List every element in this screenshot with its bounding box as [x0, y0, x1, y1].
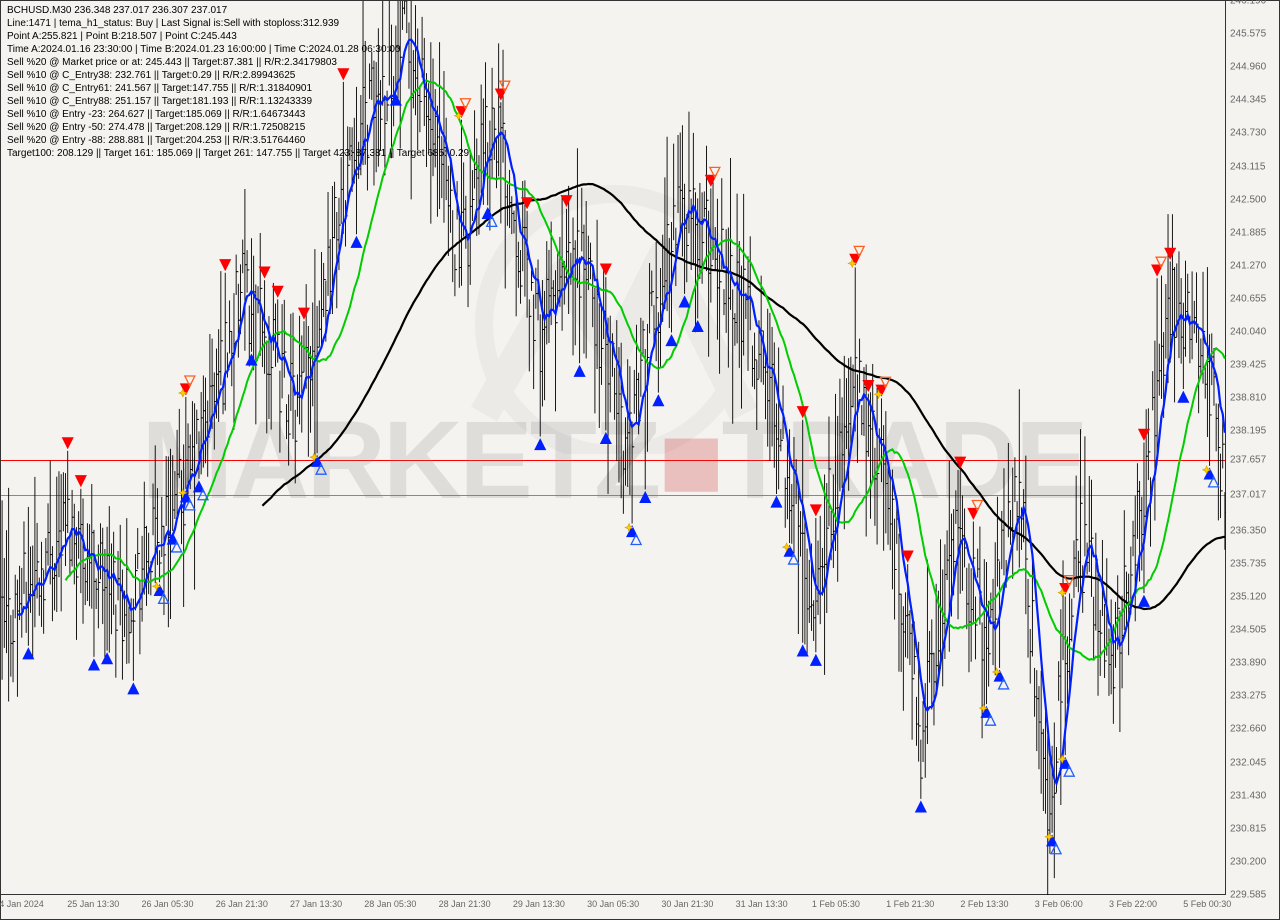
y-tick: 245.575: [1230, 29, 1266, 40]
y-tick: 246.190: [1230, 0, 1266, 7]
info-line-8: Sell %20 @ Entry -50: 274.478 || Target:…: [7, 122, 305, 133]
y-tick: 233.890: [1230, 658, 1266, 669]
y-tick: 238.810: [1230, 393, 1266, 404]
y-tick: 234.505: [1230, 625, 1266, 636]
symbol-header: BCHUSD.M30 236.348 237.017 236.307 237.0…: [7, 5, 227, 16]
y-tick: 238.195: [1230, 426, 1266, 437]
info-line-10: Target100: 208.129 || Target 161: 185.06…: [7, 148, 469, 159]
info-line-1: Point A:255.821 | Point B:218.507 | Poin…: [7, 31, 237, 42]
y-tick: 237.017: [1230, 489, 1266, 500]
info-line-4: Sell %10 @ C_Entry38: 232.761 || Target:…: [7, 70, 295, 81]
y-tick: 232.045: [1230, 757, 1266, 768]
x-tick: 3 Feb 06:00: [1035, 899, 1083, 909]
x-tick: 30 Jan 05:30: [587, 899, 639, 909]
x-tick: 29 Jan 13:30: [513, 899, 565, 909]
info-line-5: Sell %10 @ C_Entry61: 241.567 || Target:…: [7, 83, 312, 94]
y-tick: 242.500: [1230, 194, 1266, 205]
y-tick: 240.655: [1230, 294, 1266, 305]
x-tick: 26 Jan 05:30: [142, 899, 194, 909]
y-tick: 231.430: [1230, 790, 1266, 801]
x-tick: 5 Feb 00:30: [1183, 899, 1231, 909]
y-tick: 233.275: [1230, 691, 1266, 702]
x-axis: 24 Jan 2024 25 Jan 13:30 26 Jan 05:30 26 Ja…: [1, 894, 1226, 919]
x-tick: 3 Feb 22:00: [1109, 899, 1157, 909]
y-tick: 235.735: [1230, 558, 1266, 569]
info-line-0: Line:1471 | tema_h1_status: Buy | Last S…: [7, 18, 339, 29]
x-tick: 27 Jan 13:30: [290, 899, 342, 909]
chart-container: MARKETZ■TRADE BCHUSD.M30 236.348 237.017…: [0, 0, 1280, 920]
x-tick: 2 Feb 13:30: [960, 899, 1008, 909]
y-tick: 241.885: [1230, 227, 1266, 238]
x-tick: 1 Feb 05:30: [812, 899, 860, 909]
y-tick: 236.350: [1230, 525, 1266, 536]
y-tick: 240.040: [1230, 327, 1266, 338]
x-tick: 31 Jan 13:30: [736, 899, 788, 909]
x-tick: 30 Jan 21:30: [661, 899, 713, 909]
y-tick: 237.657: [1230, 455, 1266, 466]
y-tick: 244.345: [1230, 95, 1266, 106]
y-tick: 243.115: [1230, 161, 1265, 172]
info-line-3: Sell %20 @ Market price or at: 245.443 |…: [7, 57, 337, 68]
x-tick: 25 Jan 13:30: [67, 899, 119, 909]
y-tick: 230.815: [1230, 823, 1266, 834]
x-tick: 24 Jan 2024: [0, 899, 44, 909]
y-tick: 229.585: [1230, 890, 1266, 901]
plot-area[interactable]: MARKETZ■TRADE BCHUSD.M30 236.348 237.017…: [1, 1, 1226, 895]
y-tick: 232.660: [1230, 724, 1266, 735]
info-line-9: Sell %20 @ Entry -88: 288.881 || Target:…: [7, 135, 305, 146]
info-line-6: Sell %10 @ C_Entry88: 251.157 || Target:…: [7, 96, 312, 107]
x-tick: 28 Jan 21:30: [439, 899, 491, 909]
y-tick: 239.425: [1230, 360, 1266, 371]
x-tick: 1 Feb 21:30: [886, 899, 934, 909]
y-tick: 244.960: [1230, 62, 1266, 73]
x-tick: 28 Jan 05:30: [364, 899, 416, 909]
info-line-7: Sell %10 @ Entry -23: 264.627 || Target:…: [7, 109, 305, 120]
info-line-2: Time A:2024.01.16 23:30:00 | Time B:2024…: [7, 44, 400, 55]
y-tick: 235.120: [1230, 592, 1266, 603]
y-tick: 230.200: [1230, 856, 1266, 867]
x-tick: 26 Jan 21:30: [216, 899, 268, 909]
y-tick: 241.270: [1230, 260, 1266, 271]
y-axis: 246.190 245.575 244.960 244.345 243.730 243.1…: [1225, 1, 1279, 895]
y-tick: 243.730: [1230, 128, 1266, 139]
